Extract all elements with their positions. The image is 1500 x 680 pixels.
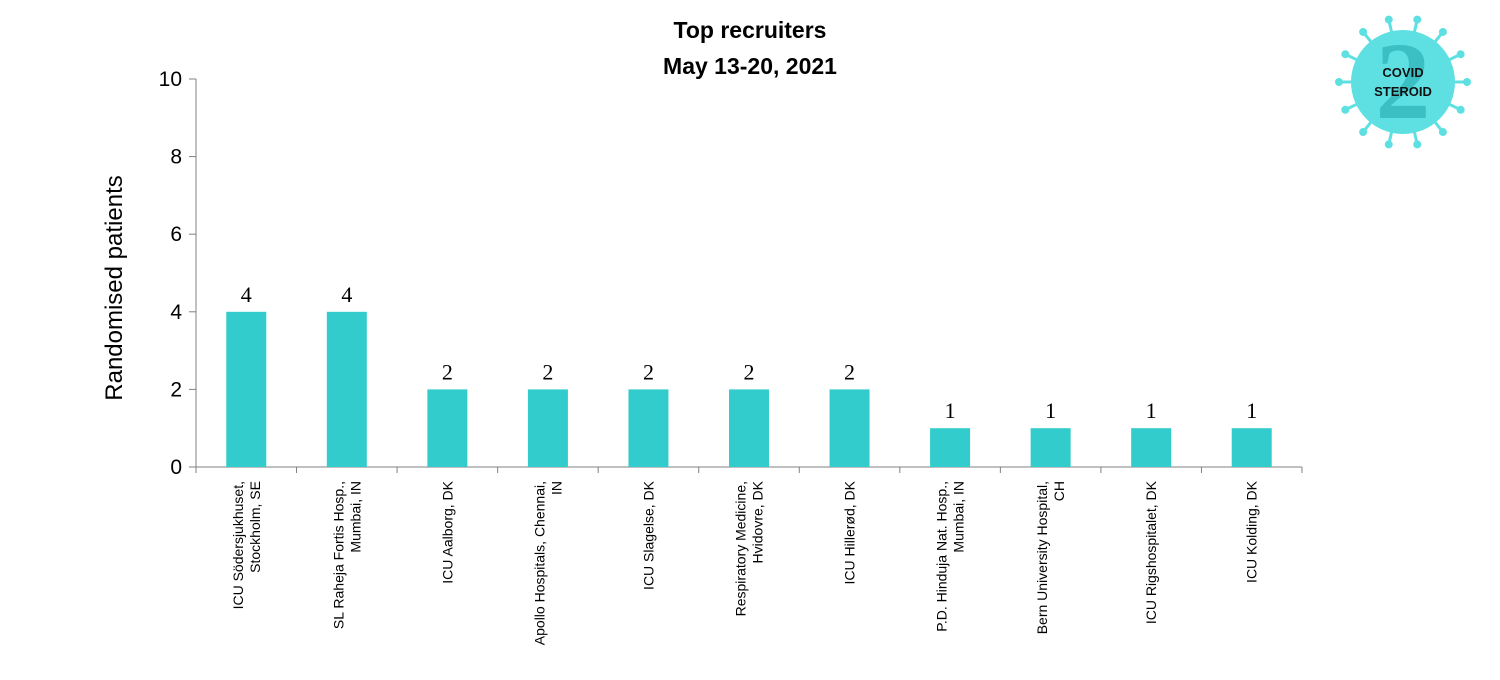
data-label: 2 [643,359,654,384]
category-labels: ICU Södersjukhuset, Stockholm, SE SL Rahej… [230,480,1260,645]
bar [527,389,568,467]
bar [326,311,367,467]
covid-steroid-logo: 2 COVID STEROID [1335,15,1471,149]
data-label: 1 [1246,398,1257,423]
data-label: 4 [341,282,352,307]
category-label-line: P.D. Hinduja Nat. Hosp., [934,481,950,632]
category-label-line: Bern University Hospital, [1034,481,1050,634]
logo-text-covid: COVID [1382,65,1423,80]
category-label-line: ICU Hillerød, DK [842,480,858,584]
virus-spike-tip [1359,27,1368,36]
data-label: 1 [1045,398,1056,423]
data-label: 2 [744,359,755,384]
category-label: ICU Rigshospitalet, DK [1143,480,1159,624]
category-label: ICU Kolding, DK [1244,480,1260,583]
category-label-line: ICU Södersjukhuset, [230,481,246,609]
category-label-line: Hvidovre, DK [750,480,766,563]
category-label-line: ICU Rigshospitalet, DK [1143,480,1159,624]
category-label-line: Respiratory Medicine, [733,481,749,616]
y-axis: 0 2 4 6 8 10 [159,68,197,479]
virus-spike-tip [1456,50,1465,59]
virus-spike-tip [1341,105,1350,114]
category-label: ICU Hillerød, DK [842,480,858,584]
data-label: 1 [1146,398,1157,423]
data-labels: 4 4 2 2 2 2 2 1 1 1 1 [241,282,1257,423]
virus-spike-tip [1413,140,1422,149]
y-tick-label: 4 [170,301,182,324]
category-label-line: ICU Slagelse, DK [640,480,656,590]
category-label: Respiratory Medicine, Hvidovre, DK [733,480,766,616]
x-axis [195,466,1303,473]
category-label-line: IN [548,481,564,495]
virus-spike-tip [1359,128,1368,137]
data-label: 1 [945,398,956,423]
bar [226,311,267,467]
data-label: 2 [442,359,453,384]
virus-spike-tip [1438,128,1447,137]
data-label: 2 [542,359,553,384]
category-label-line: Mumbai, IN [347,481,363,553]
y-tick-label: 2 [170,378,182,401]
category-label-line: ICU Aalborg, DK [439,480,455,583]
virus-spike-tip [1456,105,1465,114]
virus-spike-tip [1341,50,1350,59]
bar [628,389,669,467]
category-label-line: ICU Kolding, DK [1244,480,1260,583]
category-label-line: CH [1051,481,1067,501]
virus-spike-tip [1413,15,1422,24]
category-label: Apollo Hospitals, Chennai, IN [531,481,564,645]
bar [729,389,769,467]
bar [427,389,468,467]
category-label: ICU Slagelse, DK [640,480,656,590]
bar [930,428,971,467]
bar [829,389,870,467]
y-axis-label: Randomised patients [101,175,128,400]
virus-spike-tip [1384,15,1393,24]
category-label: ICU Södersjukhuset, Stockholm, SE [230,481,263,609]
bar [1131,428,1172,467]
data-label: 2 [844,359,855,384]
logo-text-steroid: STEROID [1374,84,1432,99]
category-label-line: Mumbai, IN [951,481,967,553]
category-label: Bern University Hospital, CH [1034,481,1067,634]
bars [226,311,1272,467]
y-tick-label: 0 [170,456,182,479]
y-tick-label: 6 [170,223,182,246]
y-tick-label: 8 [170,146,182,169]
bar [1231,428,1272,467]
chart-title: Top recruiters [674,17,827,43]
virus-spike-tip [1438,27,1447,36]
category-label-line: Stockholm, SE [247,481,263,573]
data-label: 4 [241,282,252,307]
category-label-line: Apollo Hospitals, Chennai, [531,481,547,645]
virus-spike-tip [1335,78,1343,86]
category-label: P.D. Hinduja Nat. Hosp., Mumbai, IN [934,481,967,632]
virus-body [1351,30,1455,134]
chart-subtitle: May 13-20, 2021 [663,53,837,79]
category-label-line: SL Raheja Fortis Hosp., [330,481,346,629]
virus-spike-tip [1463,78,1471,86]
y-tick-label: 10 [159,68,182,91]
category-label: SL Raheja Fortis Hosp., Mumbai, IN [330,481,363,629]
bar [1030,428,1071,467]
category-label: ICU Aalborg, DK [439,480,455,583]
logo-numeral: 2 [1376,20,1431,142]
virus-spike-tip [1384,140,1393,149]
